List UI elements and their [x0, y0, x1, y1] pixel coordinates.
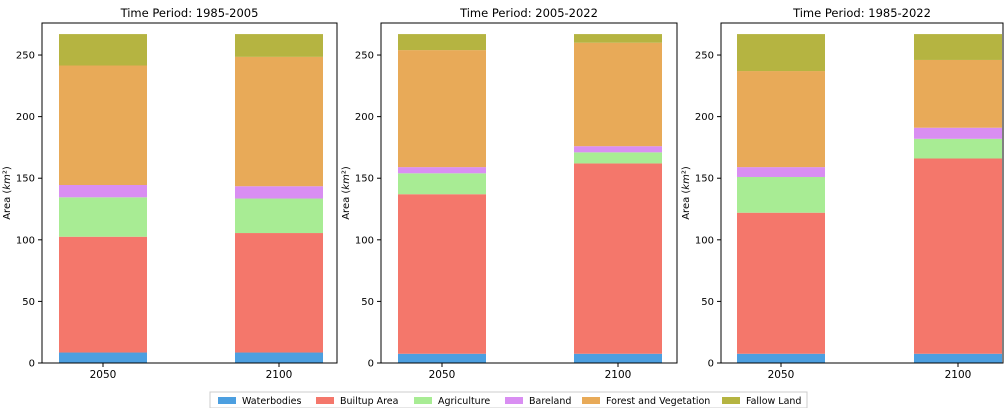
bar-segment-forest-and-vegetation-2100 [235, 56, 323, 187]
bar-segment-bareland-2100 [574, 146, 662, 153]
bar-segment-forest-and-vegetation-2100 [914, 59, 1002, 128]
y-tick-label: 150 [695, 174, 714, 185]
bar-segment-bareland-2050 [398, 167, 486, 174]
legend-label: Fallow Land [746, 396, 801, 407]
plot-frame [720, 22, 1004, 364]
legend-item-bareland: Bareland [505, 396, 571, 407]
legend-item-forest-and-vegetation: Forest and Vegetation [582, 396, 710, 407]
legend-swatch [218, 397, 236, 404]
y-tick-label: 0 [29, 359, 35, 370]
y-tick-label: 250 [16, 51, 35, 62]
x-tick-label: 2100 [266, 369, 293, 381]
bar-segment-waterbodies-2050 [737, 353, 825, 363]
legend-item-builtup-area: Builtup Area [316, 396, 398, 407]
legend-swatch [582, 397, 600, 404]
y-tick-label: 150 [16, 174, 35, 185]
bar-segment-waterbodies-2050 [59, 352, 147, 363]
bar-segment-builtup-area-2050 [737, 212, 825, 354]
bar-segment-agriculture-2050 [737, 176, 825, 213]
y-tick-label: 0 [368, 359, 374, 370]
bar-segment-waterbodies-2050 [398, 353, 486, 363]
chart-title: Time Period: 1985-2005 [120, 6, 259, 20]
bar-segment-agriculture-2100 [574, 152, 662, 164]
bar-segment-fallow-land-2100 [914, 34, 1002, 60]
bar-segment-builtup-area-2100 [235, 233, 323, 353]
x-tick-label: 2050 [768, 369, 795, 381]
bar-segment-forest-and-vegetation-2050 [398, 50, 486, 168]
bar-segment-bareland-2100 [235, 186, 323, 199]
y-tick-label: 100 [355, 235, 374, 246]
y-tick-label: 200 [695, 112, 714, 123]
bar-segment-fallow-land-2050 [398, 34, 486, 51]
plot-frame [41, 22, 338, 364]
x-tick-label: 2100 [605, 369, 632, 381]
legend-label: Forest and Vegetation [606, 396, 710, 407]
bar-segment-bareland-2050 [59, 184, 147, 198]
y-tick-label: 50 [361, 297, 374, 308]
legend-label: Builtup Area [340, 396, 398, 407]
y-tick-label: 200 [355, 112, 374, 123]
legend: Waterbodies Builtup Area Agriculture Barela… [209, 391, 808, 408]
bar-segment-agriculture-2100 [235, 198, 323, 234]
bar-segment-waterbodies-2100 [574, 353, 662, 363]
y-tick-label: 50 [22, 297, 35, 308]
legend-item-fallow-land: Fallow Land [722, 396, 801, 407]
legend-item-agriculture: Agriculture [414, 396, 490, 407]
bar-segment-fallow-land-2050 [59, 34, 147, 66]
chart-title: Time Period: 1985-2022 [792, 6, 931, 20]
chart-title: Time Period: 2005-2022 [459, 6, 598, 20]
bar-segment-agriculture-2050 [59, 197, 147, 237]
y-tick-label: 0 [708, 359, 714, 370]
bar-segment-waterbodies-2100 [914, 353, 1002, 363]
legend-swatch [414, 397, 432, 404]
x-tick-label: 2100 [945, 369, 972, 381]
x-tick-label: 2050 [90, 369, 117, 381]
legend-label: Bareland [529, 396, 571, 407]
chart-panel-3: Time Period: 1985-2022 2050 2100 0 50 100 150 2… [681, 6, 1004, 381]
bar-segment-fallow-land-2100 [235, 34, 323, 57]
bar-segment-forest-and-vegetation-2050 [737, 71, 825, 168]
chart-panels: Time Period: 1985-2005 2050 2100 0 50 100 150 2… [2, 6, 1004, 381]
bar-segment-bareland-2050 [737, 167, 825, 177]
bar-segment-fallow-land-2100 [574, 34, 662, 43]
legend-label: Agriculture [438, 396, 490, 407]
bar-segment-builtup-area-2100 [574, 163, 662, 354]
bar-segment-bareland-2100 [914, 127, 1002, 139]
bar-segment-forest-and-vegetation-2050 [59, 65, 147, 185]
chart-panel-2: Time Period: 2005-2022 2050 2100 0 50 100 150 2… [341, 6, 678, 381]
y-tick-label: 100 [695, 235, 714, 246]
y-tick-label: 250 [695, 51, 714, 62]
legend-item-waterbodies: Waterbodies [218, 396, 301, 407]
y-axis-label: Area (km²) [681, 166, 692, 220]
bar-segment-forest-and-vegetation-2100 [574, 42, 662, 147]
bar-segment-builtup-area-2050 [398, 194, 486, 354]
plot-frame [380, 22, 678, 364]
bar-segment-fallow-land-2050 [737, 34, 825, 72]
bar-segment-agriculture-2100 [914, 138, 1002, 159]
y-tick-label: 100 [16, 235, 35, 246]
y-tick-label: 50 [701, 297, 714, 308]
y-tick-label: 250 [355, 51, 374, 62]
legend-swatch [505, 397, 523, 404]
x-tick-label: 2050 [429, 369, 456, 381]
y-axis-label: Area (km²) [2, 166, 13, 220]
legend-label: Waterbodies [242, 396, 301, 407]
bar-segment-agriculture-2050 [398, 173, 486, 195]
bar-segment-builtup-area-2100 [914, 158, 1002, 354]
legend-swatch [722, 397, 740, 404]
y-tick-label: 200 [16, 112, 35, 123]
chart-panel-1: Time Period: 1985-2005 2050 2100 0 50 100 150 2… [2, 6, 338, 381]
bar-segment-waterbodies-2100 [235, 352, 323, 363]
legend-swatch [316, 397, 334, 404]
y-axis-label: Area (km²) [341, 166, 352, 220]
y-tick-label: 150 [355, 174, 374, 185]
bar-segment-builtup-area-2050 [59, 236, 147, 353]
